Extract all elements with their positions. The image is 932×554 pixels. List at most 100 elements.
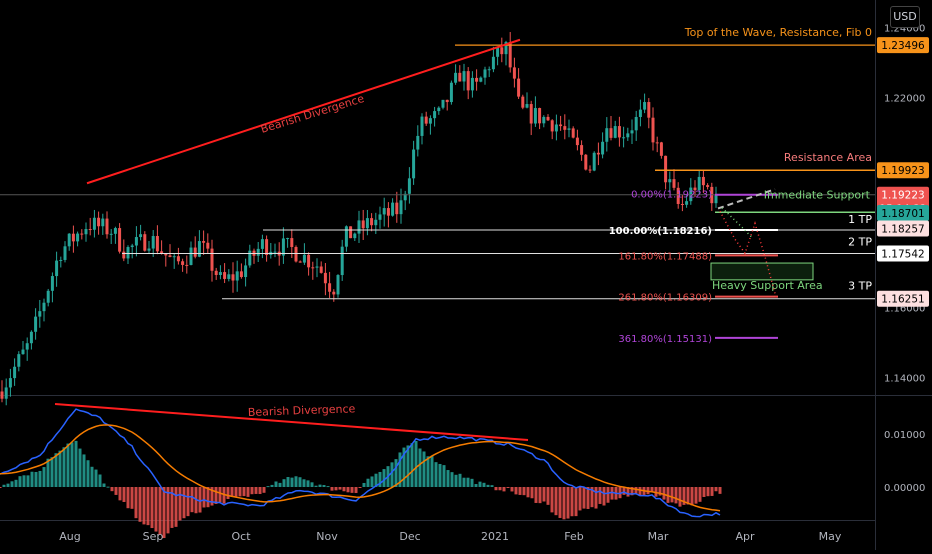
candle-body	[592, 152, 596, 171]
time-axis[interactable]: Aug Sep Oct Nov Dec 2021 Feb Mar Apr May	[59, 530, 842, 543]
candle-body	[130, 245, 134, 248]
candle-body	[218, 272, 222, 275]
macd-hist-bar	[402, 447, 406, 487]
candle-body	[466, 71, 470, 91]
candle-body	[185, 264, 189, 266]
divergence-label-macd: Bearish Divergence	[248, 402, 356, 419]
macd-hist-bar	[30, 471, 34, 487]
candle-body	[437, 107, 441, 112]
macd-hist-bar	[106, 486, 110, 488]
candle-body	[4, 387, 8, 399]
candle-body	[613, 126, 617, 138]
macd-hist-bar	[538, 487, 542, 504]
macd-hist-bar	[0, 487, 2, 488]
macd-hist-bar	[46, 458, 50, 487]
macd-hist-bar	[606, 487, 610, 503]
macd-hist-bar	[22, 475, 26, 487]
currency-button[interactable]: USD	[890, 6, 920, 28]
macd-hist-bar	[42, 467, 46, 487]
macd-hist-bar	[166, 487, 170, 534]
price-tag	[877, 204, 929, 221]
macd-hist-bar	[718, 487, 722, 494]
candle-body	[181, 261, 185, 265]
macd-hist-bar	[170, 487, 174, 528]
candle-body	[504, 42, 508, 55]
price-tag	[877, 245, 929, 262]
macd-hist-bar	[458, 473, 462, 487]
macd-hist-bar	[362, 482, 366, 487]
tp3-label: 3 TP	[848, 280, 872, 293]
macd-hist-bar	[502, 487, 506, 492]
macd-hist-bar	[670, 487, 674, 503]
candle-body	[63, 246, 67, 260]
macd-hist-bar	[338, 487, 342, 490]
candle-body	[8, 378, 12, 388]
macd-hist-bar	[638, 487, 642, 497]
candle-body	[643, 102, 647, 110]
price-tag	[877, 162, 929, 179]
candle-body	[475, 77, 479, 82]
macd-hist-bar	[178, 487, 182, 521]
candle-body	[491, 56, 495, 70]
macd-hist-bar	[190, 487, 194, 513]
candle-body	[197, 241, 201, 257]
candle-body	[395, 202, 399, 215]
price-tick: 1.22000	[884, 94, 925, 105]
resistance-label: Resistance Area	[784, 151, 872, 164]
candle-body	[559, 124, 563, 127]
macd-hist-bar	[434, 462, 438, 487]
candle-body	[403, 193, 407, 201]
macd-tick: 0.00000	[884, 483, 925, 494]
macd-hist-bar	[546, 487, 550, 505]
candle-body	[231, 274, 235, 281]
macd-hist-bar	[310, 482, 314, 487]
macd-hist-bar	[450, 472, 454, 487]
macd-hist-bar	[274, 481, 278, 487]
price-tag-label: 1.23496	[881, 40, 925, 52]
macd-hist-bar	[186, 487, 190, 517]
candle-body	[622, 137, 626, 139]
macd-hist-bar	[702, 487, 706, 497]
macd-hist-bar	[110, 487, 114, 492]
macd-hist-bar	[286, 477, 290, 487]
macd-hist-bar	[674, 487, 678, 504]
macd-hist-bar	[222, 487, 226, 504]
macd-hist-bar	[142, 487, 146, 525]
macd-hist-bar	[486, 484, 490, 487]
candle-body	[617, 126, 621, 138]
candle-body	[601, 141, 605, 155]
macd-hist-bar	[558, 487, 562, 518]
candle-body	[588, 169, 592, 171]
candle-body	[67, 233, 71, 247]
candle-body	[336, 275, 340, 295]
candle-body	[239, 271, 243, 278]
price-tag	[877, 220, 929, 237]
candle-body	[84, 229, 88, 235]
macd-hist-bar	[98, 474, 102, 487]
macd-hist-bar	[302, 479, 306, 487]
macd-hist-bar	[466, 477, 470, 487]
candles	[0, 32, 718, 406]
macd-hist-bar	[126, 487, 130, 509]
candle-body	[584, 154, 588, 170]
candle-body	[462, 71, 466, 82]
candle-body	[97, 217, 101, 227]
macd-hist-bar	[494, 487, 498, 491]
macd-hist-bar	[230, 487, 234, 497]
macd-hist-bar	[698, 487, 702, 502]
macd-hist-bar	[66, 443, 70, 487]
candle-body	[529, 104, 533, 124]
candle-body	[76, 233, 80, 242]
macd-hist-bar	[586, 487, 590, 509]
macd-hist-bar	[234, 487, 238, 497]
price-axis[interactable]: 1.24000 1.22000 1.16000 1.14000 1.23496 1.199…	[877, 24, 929, 385]
macd-hist-bar	[430, 455, 434, 487]
candle-body	[202, 241, 206, 243]
macd-hist-bar	[90, 466, 94, 487]
macd-hist-bar	[598, 487, 602, 504]
candle-body	[479, 77, 483, 82]
time-tick: 2021	[481, 530, 509, 543]
candle-body	[563, 126, 567, 130]
candle-body	[29, 331, 33, 344]
